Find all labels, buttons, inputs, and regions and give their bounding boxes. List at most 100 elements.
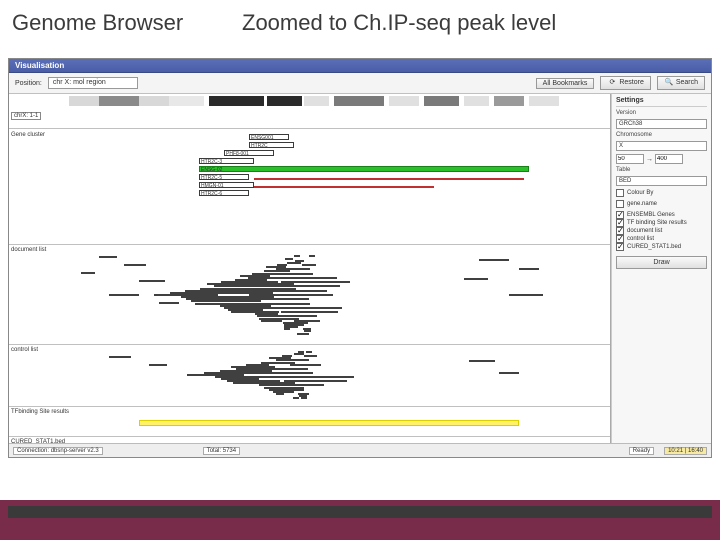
restore-icon: ⟳ xyxy=(607,78,617,88)
slide-footer-bar xyxy=(8,506,712,518)
draw-button[interactable]: Draw xyxy=(616,256,707,269)
karyotype-band[interactable] xyxy=(267,96,302,106)
track-toggle-label: document list xyxy=(627,228,662,234)
read-fragment xyxy=(277,277,337,279)
bookmarks-button[interactable]: All Bookmarks xyxy=(536,78,595,89)
karyotype-band[interactable] xyxy=(494,96,524,106)
read-fragment xyxy=(284,328,290,330)
restore-button[interactable]: ⟳ Restore xyxy=(600,76,650,90)
transcript-line xyxy=(254,178,524,180)
control-list-label: control list xyxy=(11,347,38,353)
karyotype-band[interactable] xyxy=(139,96,169,106)
chromosome-setting-label: Chromosome xyxy=(616,132,707,138)
read-fragment xyxy=(263,307,341,309)
version-select[interactable]: GRCh38 xyxy=(616,119,707,129)
read-fragment xyxy=(287,262,301,264)
read-fragment xyxy=(149,364,167,366)
tfbinding-region[interactable] xyxy=(139,420,519,426)
settings-title: Settings xyxy=(616,97,707,107)
read-fragment xyxy=(285,258,293,260)
window-titlebar: Visualisation xyxy=(9,59,711,73)
tfbinding-label: TFbinding Site results xyxy=(11,409,69,415)
karyotype-band[interactable] xyxy=(464,96,489,106)
gene-feature[interactable]: HTR2C-3 xyxy=(199,158,254,164)
karyotype-band[interactable] xyxy=(304,96,329,106)
table-label: Table xyxy=(616,167,707,173)
range-from-input[interactable] xyxy=(616,154,644,164)
gene-feature[interactable]: PHF8-001 xyxy=(224,150,274,156)
read-fragment xyxy=(293,397,299,399)
read-fragment xyxy=(301,397,307,399)
gene-feature[interactable]: HTR2C xyxy=(249,142,294,148)
document-list-track[interactable] xyxy=(69,249,608,339)
read-fragment xyxy=(274,372,313,374)
karyotype-band[interactable] xyxy=(424,96,459,106)
gene-feature[interactable]: ENSG001 xyxy=(249,134,289,140)
position-input[interactable]: chr X: mol region xyxy=(48,77,138,89)
colorby-label: Colour By xyxy=(627,190,653,196)
read-fragment xyxy=(519,268,539,270)
chromosome-select[interactable]: X xyxy=(616,141,707,151)
search-label: Search xyxy=(676,79,698,86)
read-fragment xyxy=(309,255,315,257)
read-fragment xyxy=(304,355,317,357)
track-toggle-label: control list xyxy=(627,236,654,242)
read-fragment xyxy=(479,259,509,261)
karyotype-band[interactable] xyxy=(209,96,264,106)
read-fragment xyxy=(509,294,543,296)
read-fragment xyxy=(139,280,165,282)
search-icon: 🔍 xyxy=(664,78,674,88)
range-row: → xyxy=(616,154,707,164)
transcript-line xyxy=(254,186,434,188)
karyotype-band[interactable] xyxy=(169,96,204,106)
status-ready: Ready xyxy=(629,447,654,455)
gene-track[interactable]: ENSG001 HTR2C PHF8-001 HTR2C-3 ENSG-02 HTR2C-… xyxy=(69,134,608,204)
read-fragment xyxy=(293,273,313,275)
read-fragment xyxy=(272,368,308,370)
status-connection: Connection: dbsnp-server v2.3 xyxy=(13,447,103,455)
read-fragment xyxy=(297,333,303,335)
read-fragment xyxy=(99,256,117,258)
read-fragment xyxy=(499,372,519,374)
gene-feature[interactable]: HMGN-01 xyxy=(199,182,254,188)
tracks-panel[interactable]: chrX: 1-1 Gene cluster ENSG001HTR2CPHF8-… xyxy=(9,94,611,444)
read-fragment xyxy=(294,353,304,355)
position-label: Position: xyxy=(15,80,42,87)
range-to-input[interactable] xyxy=(655,154,683,164)
read-fragment xyxy=(302,264,316,266)
search-button[interactable]: 🔍 Search xyxy=(657,76,705,90)
karyotype-band[interactable] xyxy=(69,96,99,106)
read-fragment xyxy=(294,255,300,257)
colorby-checkbox[interactable] xyxy=(616,189,624,197)
range-arrow-icon: → xyxy=(646,156,653,163)
position-toolbar: Position: chr X: mol region All Bookmark… xyxy=(9,73,711,94)
slide-title-left: Genome Browser xyxy=(12,10,212,36)
genename-checkbox[interactable] xyxy=(616,200,624,208)
status-total: Total: 5734 xyxy=(203,447,240,455)
gene-feature[interactable]: HTR2C-6 xyxy=(199,190,249,196)
karyotype-band[interactable] xyxy=(389,96,419,106)
track-toggle-checkbox[interactable] xyxy=(616,243,624,251)
karyotype-ideogram[interactable] xyxy=(69,96,608,106)
gene-feature[interactable]: HTR2C-5 xyxy=(199,174,249,180)
slide-title-right: Zoomed to Ch.IP-seq peak level xyxy=(242,10,556,36)
gene-track-label: Gene cluster xyxy=(11,132,45,138)
karyotype-band[interactable] xyxy=(99,96,139,106)
read-fragment xyxy=(303,333,309,335)
read-fragment xyxy=(261,320,282,322)
read-fragment xyxy=(159,302,179,304)
version-label: Version xyxy=(616,110,707,116)
read-fragment xyxy=(464,278,488,280)
table-select[interactable]: BED xyxy=(616,176,707,186)
read-fragment xyxy=(109,356,131,358)
karyotype-band[interactable] xyxy=(529,96,559,106)
karyotype-band[interactable] xyxy=(334,96,384,106)
genename-label: gene.name xyxy=(627,201,657,207)
control-list-track[interactable] xyxy=(69,349,608,399)
read-fragment xyxy=(290,364,321,366)
read-fragment xyxy=(264,376,354,378)
status-bar: Connection: dbsnp-server v2.3 Total: 573… xyxy=(9,443,711,457)
gene-feature[interactable]: ENSG-02 xyxy=(199,166,529,172)
read-fragment xyxy=(81,272,95,274)
read-fragment xyxy=(469,360,495,362)
